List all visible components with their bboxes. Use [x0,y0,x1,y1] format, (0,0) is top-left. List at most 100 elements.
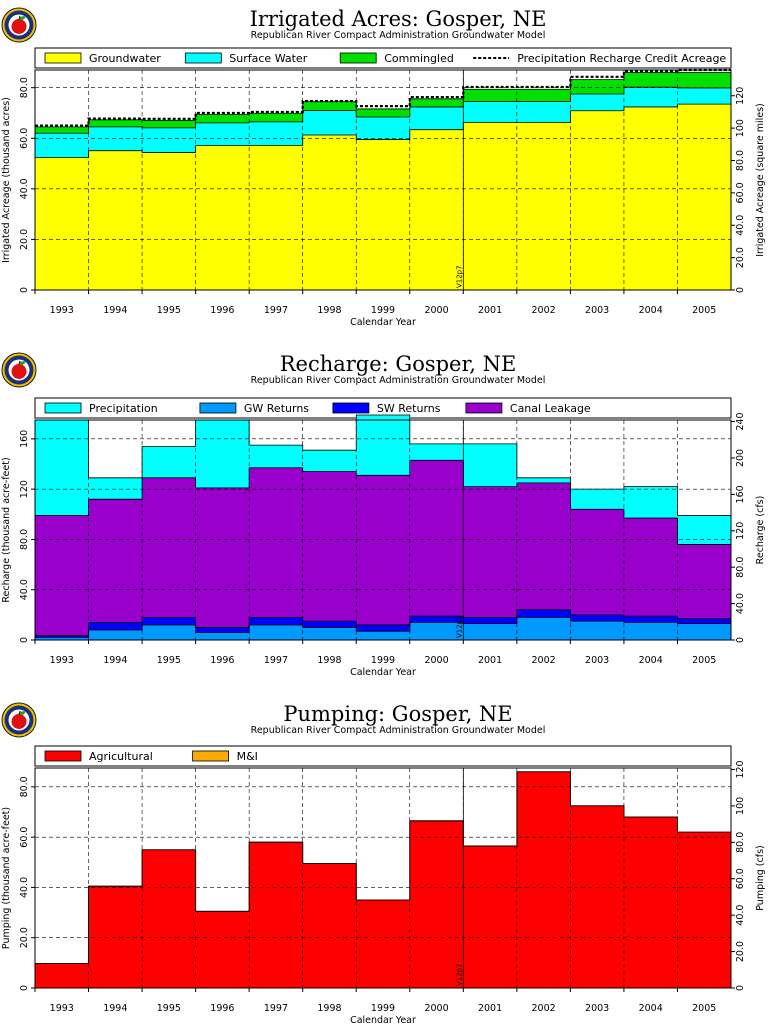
ylabel-left: Recharge (thousand acre-feet) [1,457,12,602]
ytick-label-left: 20.0 [19,927,30,948]
bar-surface-water-2001 [463,101,518,123]
bar-canal-leakage-1993 [35,515,90,636]
bar-agricultural-1994 [88,886,143,988]
bar-agricultural-1998 [302,863,357,988]
xtick-label-2001: 2001 [478,655,502,666]
legend-label-commingled: Commingled [384,52,454,65]
ytick-label-left: 40.0 [19,877,30,898]
bar-surface-water-2005 [677,87,732,105]
bar-surface-water-1999 [356,117,411,140]
bar-agricultural-1999 [356,900,411,988]
chart-title: Pumping: Gosper, NE [283,702,512,726]
bar-commingled-1996 [195,114,250,123]
xtick-label-1996: 1996 [210,655,234,666]
ytick-label-right: 40.0 [735,593,746,614]
model-version-marker-label: V12p7 [455,265,463,288]
apple-icon [11,19,27,34]
xlabel: Calendar Year [350,317,416,328]
xtick-label-2004: 2004 [639,1003,663,1014]
legend-label-sw-returns: SW Returns [377,402,441,415]
apple-seal-logo [1,702,37,738]
xlabel: Calendar Year [350,667,416,678]
legend-swatch-canal-leakage [465,402,503,414]
chart-title: Recharge: Gosper, NE [280,352,517,376]
xtick-label-1995: 1995 [157,655,181,666]
bar-sw-returns-1998 [302,621,357,628]
apple-icon [11,364,27,379]
bar-precipitation-1998 [302,450,357,472]
bar-commingled-2005 [677,72,732,88]
ytick-label-left: 40.0 [19,579,30,600]
xtick-label-2002: 2002 [532,655,556,666]
xtick-label-1993: 1993 [50,655,74,666]
ytick-label-left: 40.0 [19,178,30,199]
bar-precipitation-2002 [516,477,571,483]
xtick-label-1994: 1994 [103,305,127,316]
bar-gw-returns-2000 [409,622,464,640]
xtick-label-1999: 1999 [371,655,395,666]
bar-groundwater-2000 [409,129,464,290]
bar-agricultural-2000 [409,820,464,988]
bar-surface-water-2002 [516,101,571,123]
ytick-label-right: 120 [735,522,746,540]
xtick-label-2002: 2002 [532,305,556,316]
ytick-label-right: 0 [735,637,746,643]
legend-swatch-agricultural [44,750,82,762]
bar-gw-returns-2001 [463,623,518,640]
bar-precipitation-1999 [356,414,411,476]
xtick-label-1999: 1999 [371,1003,395,1014]
bar-commingled-2004 [623,72,678,88]
legend-label-m-i: M&I [237,750,258,763]
ytick-label-right: 20.0 [735,247,746,268]
bar-canal-leakage-1999 [356,475,411,625]
bar-sw-returns-2004 [623,616,678,623]
xtick-label-2003: 2003 [585,655,609,666]
bar-canal-leakage-2000 [409,460,464,617]
bar-sw-returns-1997 [249,617,304,625]
bar-sw-returns-2002 [516,609,571,618]
ytick-label-right: 60.0 [735,868,746,889]
bar-precipitation-2004 [623,486,678,519]
ytick-label-right: 80.0 [735,557,746,578]
bar-precipitation-1994 [88,477,143,500]
ytick-label-right: 40.0 [735,215,746,236]
xlabel: Calendar Year [350,1015,416,1024]
legend-swatch-precipitation [44,402,82,414]
bar-groundwater-1999 [356,139,411,290]
legend-label-surface-water: Surface Water [229,52,307,65]
bar-gw-returns-1998 [302,627,357,640]
bar-commingled-2000 [409,98,464,107]
bar-canal-leakage-1997 [249,467,304,618]
xtick-label-1998: 1998 [317,1003,341,1014]
xtick-label-1994: 1994 [103,655,127,666]
bar-surface-water-2004 [623,87,678,107]
ytick-label-left: 0 [19,985,30,991]
ytick-label-left: 20.0 [19,229,30,250]
bar-canal-leakage-1995 [142,477,197,618]
ytick-label-left: 160 [19,430,30,448]
bar-groundwater-1997 [249,145,304,290]
ytick-label-right: 20.0 [735,941,746,962]
bar-surface-water-1998 [302,110,357,135]
ytick-label-left: 80.0 [19,776,30,797]
bar-canal-leakage-2002 [516,482,571,610]
ylabel-left: Irrigated Acreage (thousand acres) [1,97,12,263]
bar-groundwater-1993 [35,157,90,290]
bar-precipitation-2005 [677,515,732,545]
xtick-label-1995: 1995 [157,305,181,316]
chart-subtitle: Republican River Compact Administration … [251,375,546,386]
legend-swatch-sw-returns [332,402,370,414]
bar-gw-returns-1997 [249,624,304,640]
ylabel-right: Recharge (cfs) [755,496,766,565]
bar-sw-returns-1996 [195,627,250,633]
bar-gw-returns-2003 [570,621,625,640]
xtick-label-1998: 1998 [317,305,341,316]
xtick-label-2003: 2003 [585,305,609,316]
ytick-label-left: 80.0 [19,529,30,550]
legend-label-precipitation: Precipitation [89,402,158,415]
bar-commingled-1999 [356,108,411,118]
bar-canal-leakage-1998 [302,471,357,622]
bar-groundwater-1994 [88,150,143,290]
xtick-label-1997: 1997 [264,655,288,666]
